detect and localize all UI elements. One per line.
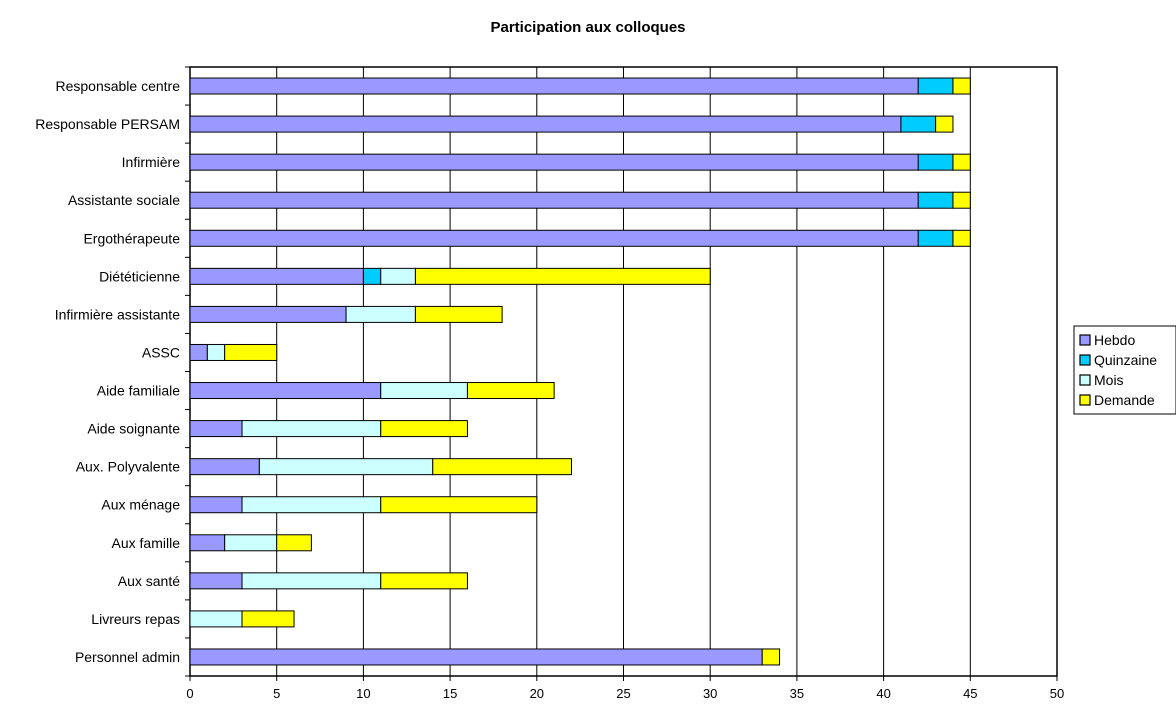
category-label: Aux santé: [118, 573, 180, 589]
legend-box: [1073, 325, 1176, 415]
bar-hebdo: [189, 534, 226, 552]
bar-hebdo: [189, 496, 243, 514]
category-label: Aide soignante: [87, 421, 180, 437]
bar-demande: [380, 496, 538, 514]
bar-demande: [380, 420, 468, 438]
bar-hebdo: [189, 191, 919, 209]
bar-mois: [241, 496, 382, 514]
x-tick-label: 25: [616, 686, 630, 701]
x-tick-label: 20: [530, 686, 544, 701]
bar-hebdo: [189, 648, 763, 666]
bar-demande: [761, 648, 781, 666]
bar-demande: [466, 382, 555, 400]
bar-demande: [224, 343, 278, 361]
category-label: Ergothérapeute: [83, 230, 180, 246]
x-tick-label: 10: [356, 686, 370, 701]
x-tick-label: 40: [876, 686, 890, 701]
bar-demande: [952, 191, 971, 209]
x-tick-label: 5: [273, 686, 280, 701]
bar-mois: [241, 420, 382, 438]
x-tick-label: 15: [443, 686, 457, 701]
bar-hebdo: [189, 77, 919, 95]
category-label: Infirmière: [122, 154, 181, 170]
bar-hebdo: [189, 153, 919, 171]
bar-quinzaine: [917, 191, 954, 209]
bar-demande: [276, 534, 312, 552]
category-label: Aide familiale: [97, 383, 180, 399]
category-label: ASSC: [142, 344, 180, 360]
bar-mois: [206, 343, 226, 361]
x-tick-label: 50: [1050, 686, 1064, 701]
bar-mois: [380, 267, 416, 285]
chart-title: Participation aux colloques: [490, 19, 685, 36]
legend-label: Demande: [1094, 392, 1155, 408]
legend-label: Quinzaine: [1094, 352, 1157, 368]
bar-demande: [414, 305, 503, 323]
bar-hebdo: [189, 305, 347, 323]
bar-demande: [952, 153, 971, 171]
x-tick-label: 30: [703, 686, 717, 701]
bar-demande: [241, 610, 295, 628]
bar-mois: [380, 382, 468, 400]
category-label: Diététicienne: [99, 268, 180, 284]
bar-demande: [952, 77, 971, 95]
legend-swatch: [1079, 334, 1091, 346]
bar-mois: [241, 572, 382, 590]
bar-demande: [380, 572, 468, 590]
legend-swatch: [1079, 374, 1091, 386]
bar-demande: [935, 115, 954, 133]
bar-hebdo: [189, 420, 243, 438]
category-label: Aux famille: [112, 535, 181, 551]
category-label: Aux. Polyvalente: [76, 459, 180, 475]
bar-hebdo: [189, 229, 919, 247]
category-label: Personnel admin: [75, 649, 180, 665]
category-label: Assistante sociale: [68, 192, 180, 208]
bar-demande: [432, 458, 572, 476]
category-label: Livreurs repas: [91, 611, 180, 627]
bar-demande: [952, 229, 971, 247]
category-label: Infirmière assistante: [55, 306, 180, 322]
bar-hebdo: [189, 382, 382, 400]
bar-quinzaine: [900, 115, 937, 133]
bar-demande: [414, 267, 711, 285]
bar-hebdo: [189, 572, 243, 590]
bar-hebdo: [189, 458, 260, 476]
legend-label: Mois: [1094, 372, 1124, 388]
legend: Hebdo Quinzaine Mois Demande: [1073, 325, 1176, 415]
x-tick-label: 35: [790, 686, 804, 701]
plot-area: 0 5 10 15 20 25 30 35 40 45 50 Responsable centre Re…: [35, 66, 1064, 701]
legend-label: Hebdo: [1094, 332, 1135, 348]
x-tick-label: 0: [186, 686, 193, 701]
bar-quinzaine: [917, 77, 954, 95]
category-label: Responsable PERSAM: [35, 116, 180, 132]
bar-hebdo: [189, 115, 902, 133]
bar-mois: [189, 610, 243, 628]
x-tick-label: 45: [963, 686, 977, 701]
bar-mois: [224, 534, 278, 552]
category-label: Responsable centre: [55, 78, 180, 94]
bar-mois: [258, 458, 434, 476]
bar-hebdo: [189, 343, 208, 361]
legend-swatch: [1079, 354, 1091, 366]
bar-quinzaine: [917, 229, 954, 247]
bar-mois: [345, 305, 416, 323]
category-label: Aux ménage: [101, 497, 180, 513]
legend-swatch: [1079, 394, 1091, 406]
bar-hebdo: [189, 267, 364, 285]
bar-quinzaine: [362, 267, 382, 285]
bar-quinzaine: [917, 153, 954, 171]
